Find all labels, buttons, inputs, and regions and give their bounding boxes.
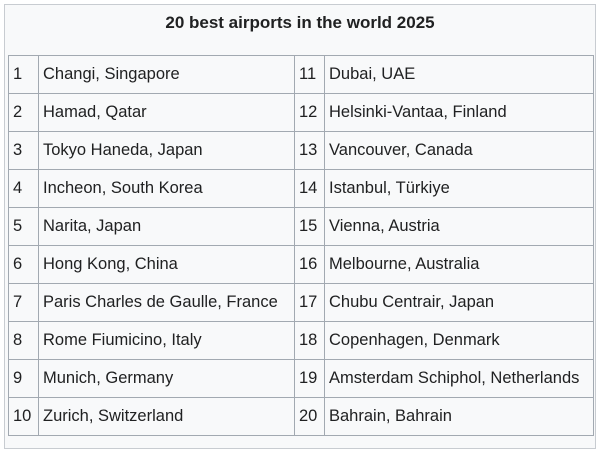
rank-cell: 15 [294, 207, 325, 246]
airport-name-cell: Hamad, Qatar [38, 93, 295, 132]
airport-name-cell: Zurich, Switzerland [38, 397, 295, 436]
table-row: 10 Zurich, Switzerland 20 Bahrain, Bahrain [8, 397, 594, 436]
rank-cell: 5 [8, 207, 39, 246]
rank-cell: 14 [294, 169, 325, 208]
airport-name-cell: Chubu Centrair, Japan [324, 283, 594, 322]
table-row: 7 Paris Charles de Gaulle, France 17 Chubu … [8, 283, 594, 322]
rank-cell: 17 [294, 283, 325, 322]
airport-name-cell: Amsterdam Schiphol, Netherlands [324, 359, 594, 398]
airport-name-cell: Changi, Singapore [38, 55, 295, 94]
airport-name-cell: Vancouver, Canada [324, 131, 594, 170]
airport-name-cell: Copenhagen, Denmark [324, 321, 594, 360]
rank-cell: 3 [8, 131, 39, 170]
airport-name-cell: Tokyo Haneda, Japan [38, 131, 295, 170]
airport-name-cell: Rome Fiumicino, Italy [38, 321, 295, 360]
airport-name-cell: Incheon, South Korea [38, 169, 295, 208]
airports-table: 1 Changi, Singapore 11 Dubai, UAE 2 Hamad, Qa… [8, 55, 594, 436]
rank-cell: 6 [8, 245, 39, 284]
airport-name-cell: Dubai, UAE [324, 55, 594, 94]
table-row: 9 Munich, Germany 19 Amsterdam Schiphol, Ne… [8, 359, 594, 398]
table-row: 8 Rome Fiumicino, Italy 18 Copenhagen, Denm… [8, 321, 594, 360]
airport-name-cell: Vienna, Austria [324, 207, 594, 246]
airport-name-cell: Hong Kong, China [38, 245, 295, 284]
airport-name-cell: Bahrain, Bahrain [324, 397, 594, 436]
rank-cell: 20 [294, 397, 325, 436]
rank-cell: 19 [294, 359, 325, 398]
table-title: 20 best airports in the world 2025 [165, 13, 435, 32]
airport-name-cell: Narita, Japan [38, 207, 295, 246]
rank-cell: 12 [294, 93, 325, 132]
table-row: 1 Changi, Singapore 11 Dubai, UAE [8, 55, 594, 94]
table-body: 1 Changi, Singapore 11 Dubai, UAE 2 Hamad, Qa… [8, 55, 594, 436]
rank-cell: 11 [294, 55, 325, 94]
airports-table-container: 20 best airports in the world 2025 1 Chan… [4, 4, 596, 449]
table-row: 3 Tokyo Haneda, Japan 13 Vancouver, Canada [8, 131, 594, 170]
airport-name-cell: Paris Charles de Gaulle, France [38, 283, 295, 322]
rank-cell: 1 [8, 55, 39, 94]
airport-name-cell: Melbourne, Australia [324, 245, 594, 284]
rank-cell: 4 [8, 169, 39, 208]
airport-name-cell: Helsinki-Vantaa, Finland [324, 93, 594, 132]
table-row: 6 Hong Kong, China 16 Melbourne, Australia [8, 245, 594, 284]
airport-name-cell: Munich, Germany [38, 359, 295, 398]
rank-cell: 9 [8, 359, 39, 398]
rank-cell: 13 [294, 131, 325, 170]
rank-cell: 8 [8, 321, 39, 360]
rank-cell: 18 [294, 321, 325, 360]
rank-cell: 10 [8, 397, 39, 436]
airport-name-cell: Istanbul, Türkiye [324, 169, 594, 208]
rank-cell: 7 [8, 283, 39, 322]
rank-cell: 2 [8, 93, 39, 132]
table-row: 2 Hamad, Qatar 12 Helsinki-Vantaa, Finland [8, 93, 594, 132]
table-row: 4 Incheon, South Korea 14 Istanbul, Türkiye [8, 169, 594, 208]
table-row: 5 Narita, Japan 15 Vienna, Austria [8, 207, 594, 246]
rank-cell: 16 [294, 245, 325, 284]
